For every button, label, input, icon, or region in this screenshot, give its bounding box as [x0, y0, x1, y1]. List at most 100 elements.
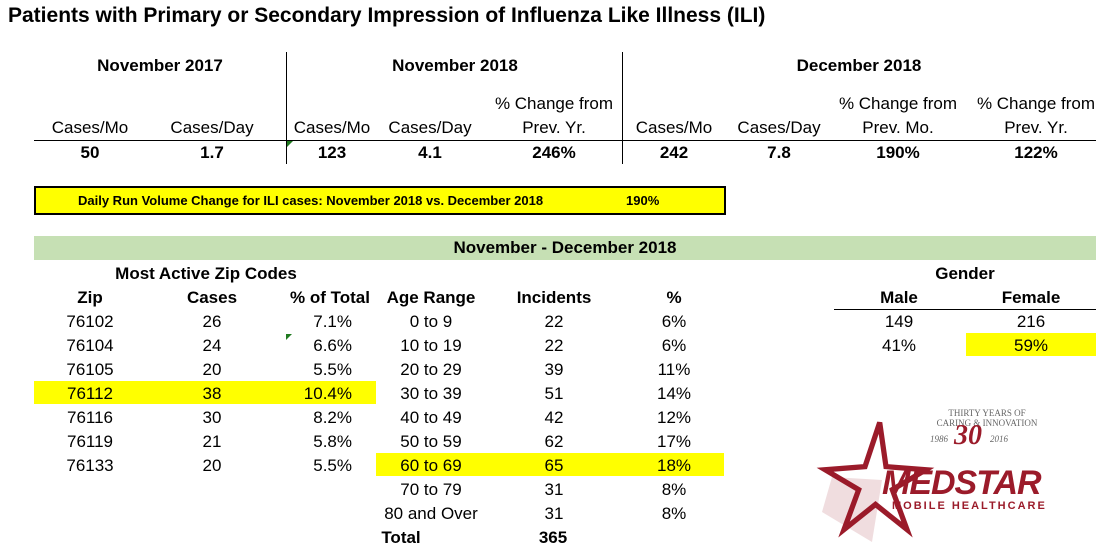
divider-2 [622, 52, 623, 164]
zip-cell-pct: 8.2% [313, 408, 352, 427]
female-pct-highlight [966, 333, 1096, 356]
age-header-range: Age Range [386, 288, 476, 307]
age-cell-incidents: 39 [544, 360, 564, 379]
age-cell-range: 20 to 29 [400, 360, 462, 379]
zip-cell-cases: 24 [202, 336, 222, 355]
zip-cell-zip: 76133 [66, 456, 114, 475]
age-cell-incidents: 31 [544, 504, 564, 523]
age-cell-pct: 17% [656, 432, 692, 451]
age-cell-range: 0 to 9 [409, 312, 453, 331]
daily-run-box: Daily Run Volume Change for ILI cases: N… [34, 186, 726, 215]
age-cell-pct: 18% [656, 456, 692, 475]
age-cell-range: 50 to 59 [400, 432, 462, 451]
age-cell-incidents: 42 [544, 408, 564, 427]
age-cell-incidents: 65 [544, 456, 564, 475]
gender-male-pct: 41% [881, 336, 917, 355]
value-nov2018-casesmo: 123 [317, 143, 347, 162]
zip-cell-pct: 5.5% [313, 456, 352, 475]
zip-cell-zip: 76112 [66, 384, 113, 403]
period-header-dec2018: December 2018 [796, 56, 922, 75]
age-cell-incidents: 62 [544, 432, 564, 451]
cell-marker-2 [286, 334, 292, 340]
gender-header-female: Female [1001, 288, 1061, 307]
zip-cell-cases: 20 [202, 360, 222, 379]
header-rule [34, 140, 1096, 141]
age-cell-range: 70 to 79 [400, 480, 462, 499]
value-dec2018-casesday: 7.8 [767, 143, 791, 162]
medstar-logo: THIRTY YEARS OF CARING & INNOVATION 1986… [812, 402, 1062, 547]
logo-sub: MOBILE HEALTHCARE [892, 500, 1047, 512]
col-header-nov2018-pct-bottom: Prev. Yr. [522, 118, 586, 137]
zip-title: Most Active Zip Codes [115, 264, 297, 283]
gender-title: Gender [935, 264, 995, 283]
logo-year-end: 2016 [990, 434, 1008, 444]
star-icon [816, 421, 935, 542]
logo-year-start: 1986 [930, 434, 948, 444]
zip-cell-pct: 5.5% [313, 360, 352, 379]
zip-cell-zip: 76119 [66, 432, 113, 451]
gender-rule [834, 309, 1096, 310]
zip-cell-zip: 76105 [66, 360, 114, 379]
zip-cell-pct: 5.8% [313, 432, 352, 451]
logo-line2: CARING & INNOVATION [936, 418, 1038, 428]
age-cell-incidents: 22 [544, 312, 564, 331]
zip-cell-pct: 6.6% [313, 336, 352, 355]
age-cell-pct: 14% [656, 384, 692, 403]
age-header-incidents: Incidents [516, 288, 592, 307]
logo-line1: THIRTY YEARS OF [948, 408, 1026, 418]
value-dec2018-casesmo: 242 [659, 143, 689, 162]
gender-header-male: Male [880, 288, 918, 307]
value-dec2018-pctmo: 190% [876, 143, 920, 162]
value-nov2017-casesday: 1.7 [200, 143, 224, 162]
zip-header-pct: % of Total [290, 288, 370, 307]
zip-cell-pct: 10.4% [303, 384, 352, 403]
age-total-value: 365 [538, 528, 568, 547]
age-cell-range: 10 to 19 [400, 336, 462, 355]
col-header-nov2018-casesday: Cases/Day [388, 118, 472, 137]
age-cell-incidents: 31 [544, 480, 564, 499]
gender-male-count: 149 [884, 312, 914, 331]
col-header-nov2017-casesmo: Cases/Mo [51, 118, 129, 137]
value-nov2018-pct: 246% [532, 143, 576, 162]
col-header-dec2018-casesmo: Cases/Mo [635, 118, 713, 137]
col-header-dec2018-pctmo-bottom: Prev. Mo. [862, 118, 934, 137]
divider-1 [286, 52, 287, 164]
zip-cell-cases: 21 [202, 432, 222, 451]
daily-run-value: 190% [626, 193, 660, 208]
col-header-nov2018-pct-top: % Change from [494, 94, 614, 113]
age-cell-incidents: 22 [544, 336, 564, 355]
daily-run-label: Daily Run Volume Change for ILI cases: N… [78, 193, 544, 208]
value-nov2018-casesday: 4.1 [418, 143, 442, 162]
zip-cell-zip: 76102 [66, 312, 114, 331]
logo-brand: MEDSTAR [882, 464, 1042, 502]
col-header-dec2018-casesday: Cases/Day [737, 118, 821, 137]
value-nov2017-casesmo: 50 [80, 143, 100, 162]
period-header-nov2018: November 2018 [392, 56, 518, 75]
col-header-dec2018-pctyr-top: % Change from [976, 94, 1096, 113]
age-cell-pct: 6% [661, 312, 687, 331]
value-dec2018-pctyr: 122% [1014, 143, 1058, 162]
period-header-nov2017: November 2017 [97, 56, 223, 75]
zip-cell-cases: 38 [202, 384, 222, 403]
zip-cell-cases: 30 [202, 408, 222, 427]
gender-female-pct: 59% [1013, 336, 1049, 355]
col-header-nov2018-casesmo: Cases/Mo [293, 118, 371, 137]
age-cell-pct: 11% [657, 360, 691, 379]
logo-thirty: 30 [954, 420, 982, 451]
cell-marker [287, 141, 293, 147]
zip-cell-cases: 20 [202, 456, 222, 475]
zip-cell-pct: 7.1% [313, 312, 352, 331]
age-total-label: Total [381, 528, 421, 547]
age-cell-range: 80 and Over [384, 504, 478, 523]
age-header-pct: % [666, 288, 682, 307]
zip-header-cases: Cases [186, 288, 238, 307]
col-header-dec2018-pctyr-bottom: Prev. Yr. [1004, 118, 1068, 137]
age-cell-pct: 12% [656, 408, 692, 427]
age-cell-pct: 8% [661, 480, 687, 499]
zip-cell-zip: 76104 [66, 336, 114, 355]
age-cell-pct: 6% [661, 336, 687, 355]
col-header-nov2017-casesday: Cases/Day [170, 118, 254, 137]
page-title: Patients with Primary or Secondary Impre… [8, 4, 766, 27]
gender-female-count: 216 [1016, 312, 1046, 331]
zip-cell-cases: 26 [202, 312, 222, 331]
